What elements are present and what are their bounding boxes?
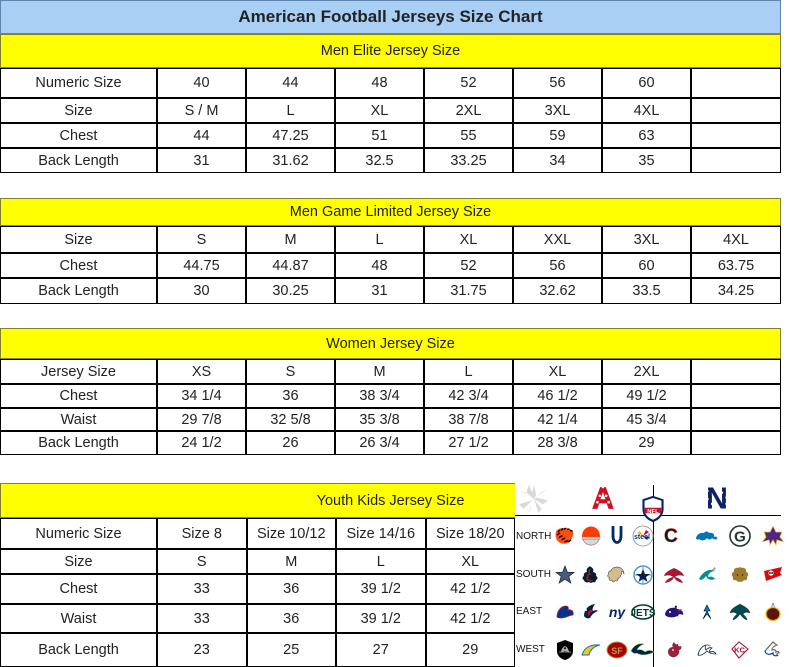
svg-text:N: N [706,483,728,515]
svg-text:steel: steel [634,534,650,541]
svg-text:KC: KC [734,645,745,654]
svg-text:NFL: NFL [647,509,659,515]
svg-text:G: G [734,529,746,546]
svg-text:SF: SF [611,646,623,656]
svg-text:ny: ny [609,605,627,619]
svg-text:C: C [664,526,678,546]
svg-text:JETS: JETS [631,608,655,619]
